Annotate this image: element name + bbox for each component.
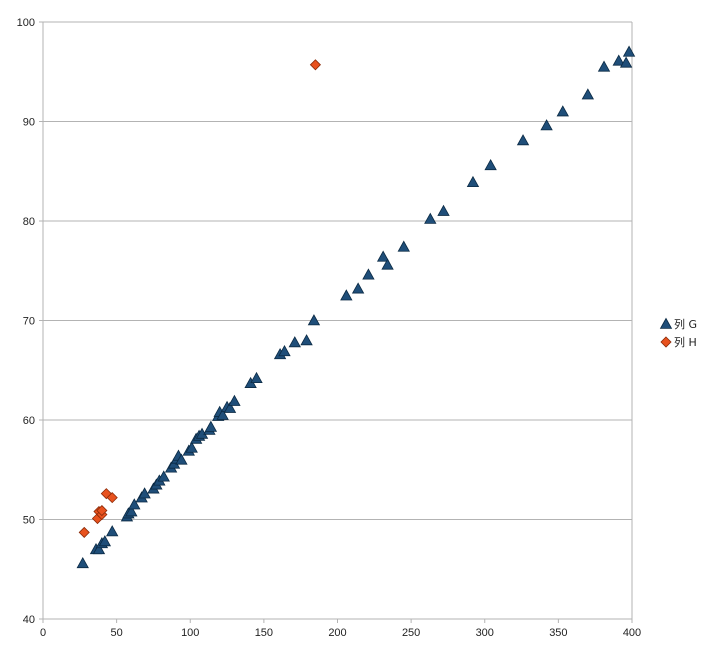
x-tick-label: 250 bbox=[402, 627, 420, 639]
data-point-triangle bbox=[597, 60, 611, 72]
data-point-triangle bbox=[157, 470, 170, 482]
axes bbox=[39, 21, 633, 623]
legend-marker bbox=[660, 336, 672, 348]
data-point-triangle bbox=[619, 56, 633, 68]
data-point-triangle bbox=[300, 334, 313, 346]
data-point-triangle bbox=[556, 105, 569, 117]
data-point-triangle bbox=[307, 314, 321, 326]
data-point-triangle bbox=[340, 289, 353, 301]
x-tick-label: 400 bbox=[623, 627, 641, 639]
x-tick-label: 150 bbox=[255, 627, 273, 639]
data-point-triangle bbox=[484, 158, 497, 171]
data-point-triangle bbox=[351, 282, 365, 294]
legend: 列 G 列 H bbox=[659, 317, 697, 349]
legend-item-2: 列 H bbox=[660, 335, 697, 349]
data-point-diamond bbox=[78, 526, 90, 539]
x-tick-label: 200 bbox=[328, 627, 346, 639]
data-point-triangle bbox=[128, 498, 141, 510]
data-point-triangle bbox=[381, 258, 394, 270]
data-point-triangle bbox=[204, 420, 218, 432]
legend-label: 列 H bbox=[674, 335, 697, 349]
y-tick-label: 60 bbox=[23, 415, 35, 427]
x-tick-label: 0 bbox=[40, 627, 46, 639]
data-point-triangle bbox=[185, 441, 198, 453]
y-tick-label: 100 bbox=[17, 17, 35, 29]
data-point-triangle bbox=[278, 345, 291, 357]
data-point-triangle bbox=[540, 119, 553, 131]
data-point-diamond bbox=[96, 504, 108, 517]
x-tick-label: 100 bbox=[181, 627, 199, 639]
data-point-triangle bbox=[288, 336, 301, 348]
data-point-triangle bbox=[228, 394, 241, 406]
data-point-triangle bbox=[362, 268, 375, 280]
data-point-triangle bbox=[622, 45, 636, 57]
y-tick-label: 90 bbox=[23, 117, 35, 129]
y-tick-label: 50 bbox=[23, 515, 35, 527]
data-point-triangle bbox=[581, 88, 595, 100]
y-tick-label: 80 bbox=[23, 216, 35, 228]
data-point-triangle bbox=[424, 212, 437, 224]
legend-item-1: 列 G bbox=[659, 317, 697, 331]
data-points bbox=[76, 45, 636, 569]
data-point-triangle bbox=[92, 543, 106, 555]
data-point-diamond bbox=[309, 59, 321, 71]
data-point-triangle bbox=[175, 453, 188, 465]
data-point-triangle bbox=[106, 525, 119, 537]
data-point-triangle bbox=[437, 204, 450, 216]
y-tick-label: 40 bbox=[23, 614, 35, 626]
tick-labels: 40 50 60 70 80 90 100 0 50 100 150 200 250 300 350 400 bbox=[17, 17, 642, 639]
data-point-triangle bbox=[125, 505, 138, 517]
data-point-diamond bbox=[106, 492, 118, 504]
y-tick-label: 70 bbox=[23, 316, 35, 328]
series-1 bbox=[76, 45, 636, 569]
data-point-triangle bbox=[216, 408, 229, 420]
series-2 bbox=[78, 59, 321, 539]
data-point-triangle bbox=[98, 535, 112, 547]
data-point-triangle bbox=[76, 556, 89, 569]
data-point-triangle bbox=[250, 371, 263, 384]
data-point-triangle bbox=[612, 54, 625, 66]
data-point-triangle bbox=[516, 134, 530, 146]
data-point-triangle bbox=[223, 401, 237, 413]
x-tick-label: 300 bbox=[476, 627, 494, 639]
grid-lines bbox=[43, 21, 632, 620]
data-point-triangle bbox=[397, 240, 410, 252]
legend-label: 列 G bbox=[674, 317, 697, 331]
legend-marker bbox=[659, 317, 673, 329]
data-point-triangle bbox=[138, 487, 151, 499]
x-tick-label: 50 bbox=[111, 627, 123, 639]
data-point-triangle bbox=[466, 175, 480, 187]
x-tick-label: 350 bbox=[549, 627, 567, 639]
data-point-triangle bbox=[376, 250, 390, 262]
